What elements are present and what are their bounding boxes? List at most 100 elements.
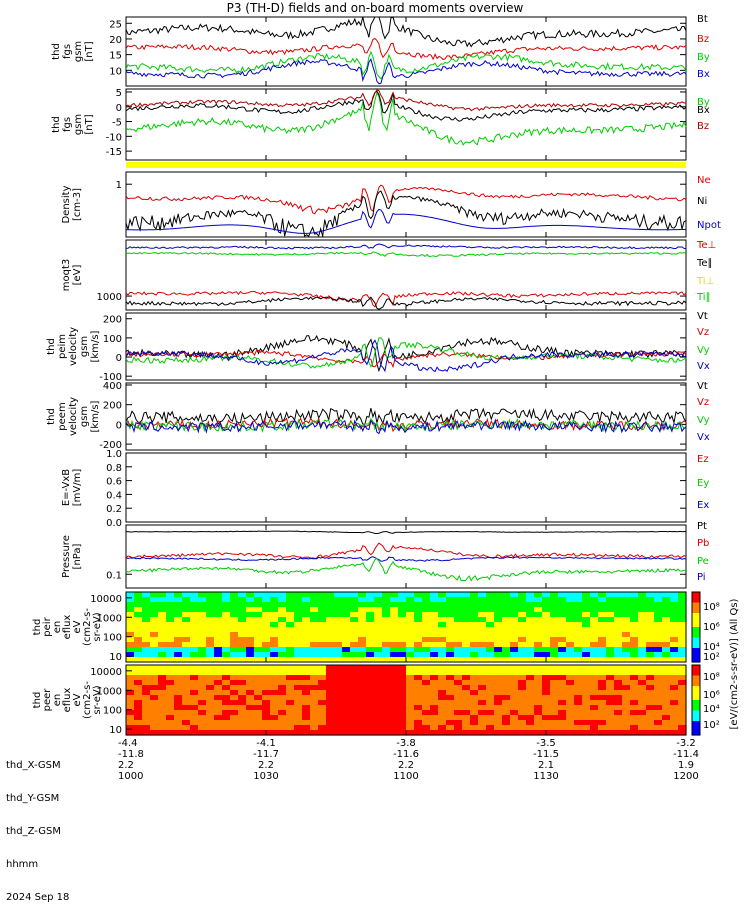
spectrogram-cell bbox=[646, 680, 655, 686]
spectrogram-cell bbox=[142, 622, 151, 628]
spectrogram-cell bbox=[294, 637, 303, 643]
spectrogram-cell bbox=[134, 725, 143, 731]
spectrogram-cell bbox=[158, 685, 167, 691]
spectrogram-cell bbox=[262, 607, 271, 613]
spectrogram-cell bbox=[374, 685, 383, 691]
spectrogram-cell bbox=[254, 657, 263, 663]
spectrogram-cell bbox=[262, 592, 271, 598]
spectrogram-cell bbox=[494, 607, 503, 613]
spectrogram-cell bbox=[334, 607, 343, 613]
spectrogram-cell bbox=[358, 632, 367, 638]
spectrogram-cell bbox=[534, 700, 543, 706]
spectrogram-cell bbox=[478, 642, 487, 648]
spectrogram-cell bbox=[646, 695, 655, 701]
colorbar-cell bbox=[692, 595, 700, 600]
ylabel-line: gsm bbox=[73, 114, 84, 135]
spectrogram-cell bbox=[414, 622, 423, 628]
legend-Te⊥: Te⊥ bbox=[696, 240, 716, 251]
spectrogram-cell bbox=[630, 592, 639, 598]
spectrogram-cell bbox=[166, 685, 175, 691]
colorbar-cell bbox=[692, 602, 700, 607]
spectrogram-cell bbox=[230, 622, 239, 628]
panel-frame bbox=[125, 312, 687, 381]
ephem-label-y: thd_Y-GSM bbox=[6, 793, 60, 804]
spectrogram-cell bbox=[246, 652, 255, 658]
spectrogram-cell bbox=[630, 665, 639, 671]
spectrogram-cell bbox=[390, 642, 399, 648]
spectrogram-cell bbox=[494, 690, 503, 696]
spectrogram-cell bbox=[246, 670, 255, 676]
spectrogram-cell bbox=[550, 665, 559, 671]
spectrogram-cell bbox=[326, 642, 335, 648]
spectrogram-cell bbox=[134, 632, 143, 638]
spectrogram-cell bbox=[214, 730, 223, 736]
spectrogram-cell bbox=[526, 710, 535, 716]
spectrogram-cell bbox=[438, 715, 447, 721]
spectrogram-cell bbox=[438, 617, 447, 623]
spectrogram-cell bbox=[678, 680, 687, 686]
spectrogram-cell bbox=[358, 612, 367, 618]
spectrogram-cell bbox=[446, 657, 455, 663]
spectrogram-cell bbox=[654, 690, 663, 696]
spectrogram-cell bbox=[478, 690, 487, 696]
spectrogram-cell bbox=[678, 607, 687, 613]
spectrogram-cell bbox=[670, 670, 679, 676]
spectrogram-cell bbox=[494, 637, 503, 643]
spectrogram-cell bbox=[342, 670, 351, 676]
spectrogram-cell bbox=[318, 652, 327, 658]
spectrogram-cell bbox=[150, 657, 159, 663]
spectrogram-cell bbox=[502, 592, 511, 598]
spectrogram-cell bbox=[518, 700, 527, 706]
spectrogram-cell bbox=[670, 627, 679, 633]
spectrogram-cell bbox=[142, 627, 151, 633]
spectrogram-cell bbox=[590, 612, 599, 618]
spectrogram-cell bbox=[190, 705, 199, 711]
spectrogram-cell bbox=[430, 632, 439, 638]
spectrogram-cell bbox=[406, 700, 415, 706]
spectrogram-cell bbox=[358, 715, 367, 721]
spectrogram-cell bbox=[270, 690, 279, 696]
spectrogram-cell bbox=[414, 597, 423, 603]
spectrogram-cell bbox=[454, 730, 463, 736]
spectrogram-cell bbox=[398, 695, 407, 701]
spectrogram-cell bbox=[438, 675, 447, 681]
spectrogram-cell bbox=[582, 710, 591, 716]
spectrogram-cell bbox=[470, 695, 479, 701]
spectrogram-cell bbox=[334, 710, 343, 716]
colorbar-frame bbox=[691, 664, 701, 736]
spectrogram-cell bbox=[518, 675, 527, 681]
spectrogram-cell bbox=[262, 632, 271, 638]
spectrogram-cell bbox=[206, 690, 215, 696]
spectrogram-cell bbox=[350, 632, 359, 638]
spectrogram-cell bbox=[366, 675, 375, 681]
spectrogram-cell bbox=[550, 607, 559, 613]
spectrogram-cell bbox=[542, 700, 551, 706]
spectrogram-cell bbox=[534, 690, 543, 696]
spectrogram-cell bbox=[614, 685, 623, 691]
spectrogram-cell bbox=[390, 680, 399, 686]
spectrogram-cell bbox=[574, 607, 583, 613]
spectrogram-cell bbox=[158, 680, 167, 686]
spectrogram-cell bbox=[534, 725, 543, 731]
spectrogram-cell bbox=[622, 675, 631, 681]
spectrogram-cell bbox=[134, 700, 143, 706]
spectrogram-cell bbox=[558, 627, 567, 633]
spectrogram-cell bbox=[182, 730, 191, 736]
ytick-label: 0 bbox=[116, 103, 122, 114]
spectrogram-cell bbox=[646, 710, 655, 716]
spectrogram-cell bbox=[622, 607, 631, 613]
ylabel-line: gsm bbox=[79, 406, 90, 427]
spectrogram-cell bbox=[150, 637, 159, 643]
spectrogram-cell bbox=[326, 652, 335, 658]
spectrogram-cell bbox=[406, 652, 415, 658]
spectrogram-cell bbox=[166, 597, 175, 603]
ytick-label: 200 bbox=[103, 401, 122, 412]
spectrogram-cell bbox=[390, 720, 399, 726]
spectrogram-cell bbox=[638, 592, 647, 598]
spectrogram-cell bbox=[614, 602, 623, 608]
spectrogram-cell bbox=[574, 720, 583, 726]
spectrogram-cell bbox=[478, 607, 487, 613]
colorbar-cell bbox=[692, 703, 700, 708]
spectrogram-cell bbox=[246, 622, 255, 628]
spectrogram-cell bbox=[646, 675, 655, 681]
